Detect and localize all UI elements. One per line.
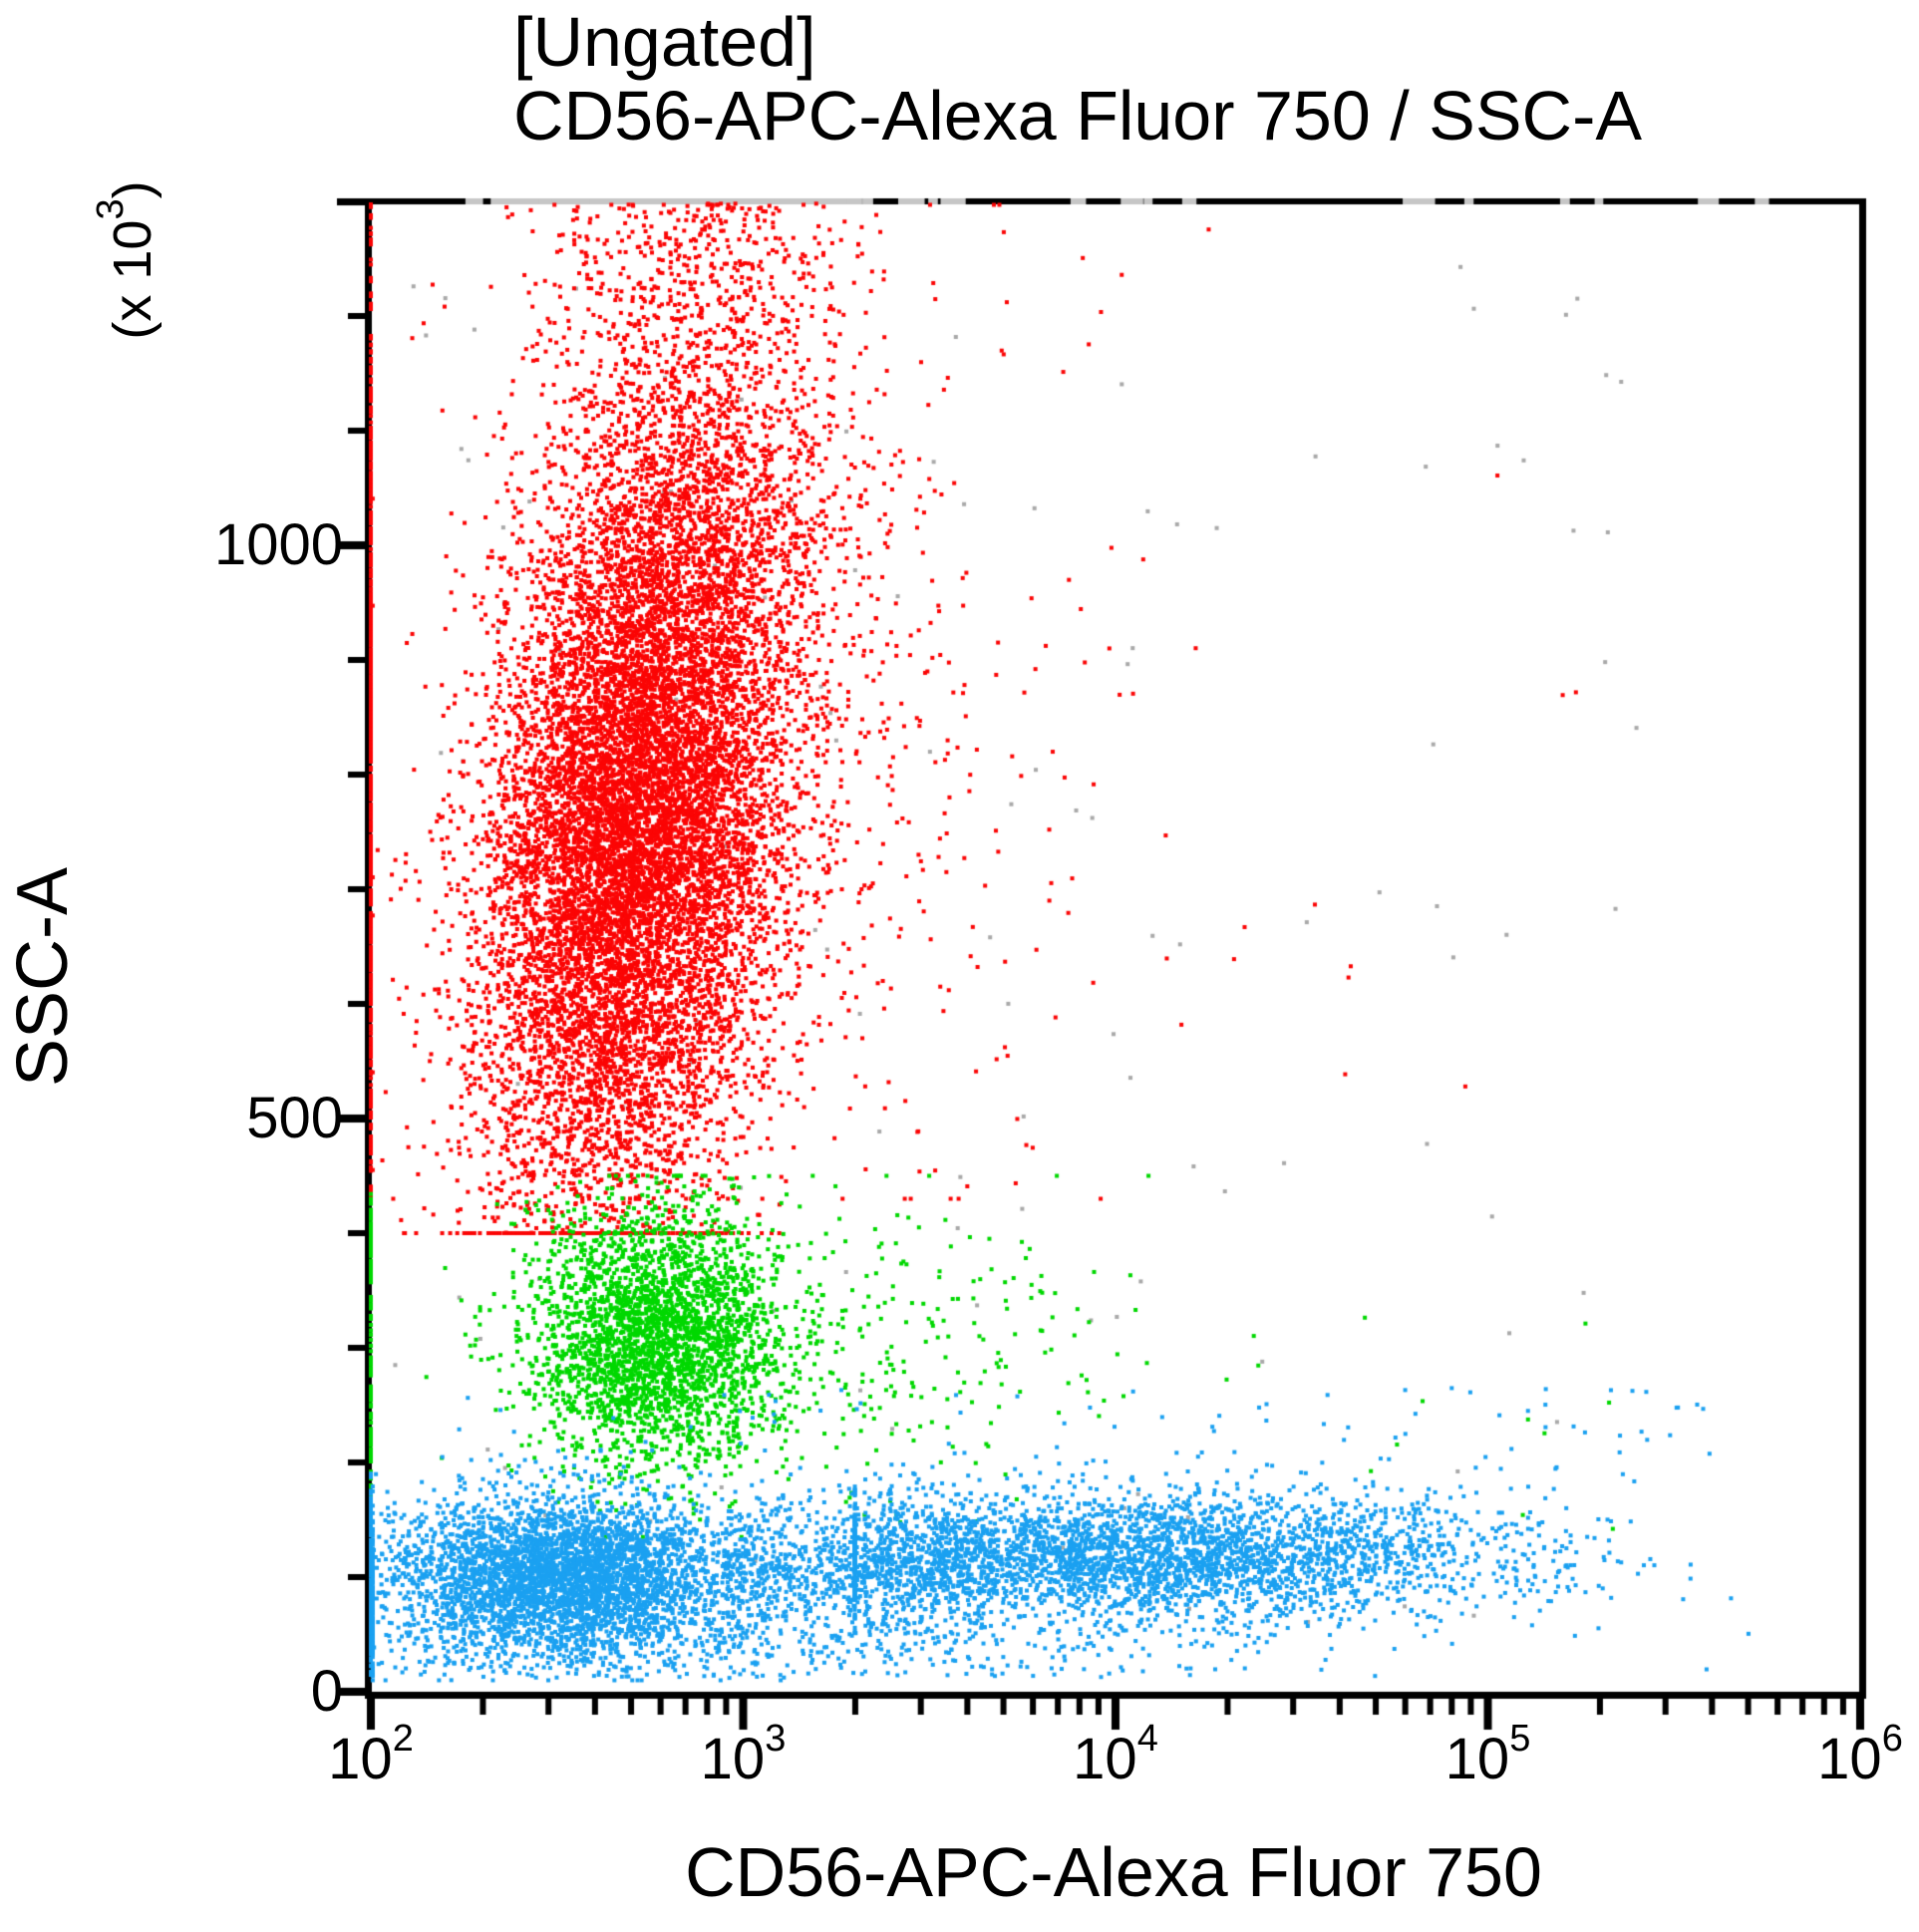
y-tick-label: 500 [246, 1086, 343, 1150]
y-tick-label: 1000 [213, 512, 343, 577]
plot-parameters-title: CD56-APC-Alexa Fluor 750 / SSC-A [513, 77, 1643, 155]
y-axis-unit-suffix: ) [103, 180, 162, 199]
x-tick-label: 106 [1817, 1718, 1903, 1791]
x-tick-label: 103 [700, 1718, 787, 1791]
y-axis-unit-prefix: (x 10 [103, 219, 162, 340]
x-tick-label: 104 [1073, 1718, 1158, 1791]
y-axis-unit-label: (x 103) [90, 81, 163, 440]
y-tick-label: 0 [310, 1659, 343, 1724]
x-tick-label: 102 [328, 1718, 414, 1791]
plot-gate-title: [Ungated] [513, 3, 816, 81]
x-tick-label: 105 [1444, 1718, 1531, 1791]
y-axis-title: SSC-A [3, 866, 83, 1088]
x-axis-title: CD56-APC-Alexa Fluor 750 [685, 1833, 1542, 1911]
y-axis-unit-exponent: 3 [90, 198, 132, 220]
